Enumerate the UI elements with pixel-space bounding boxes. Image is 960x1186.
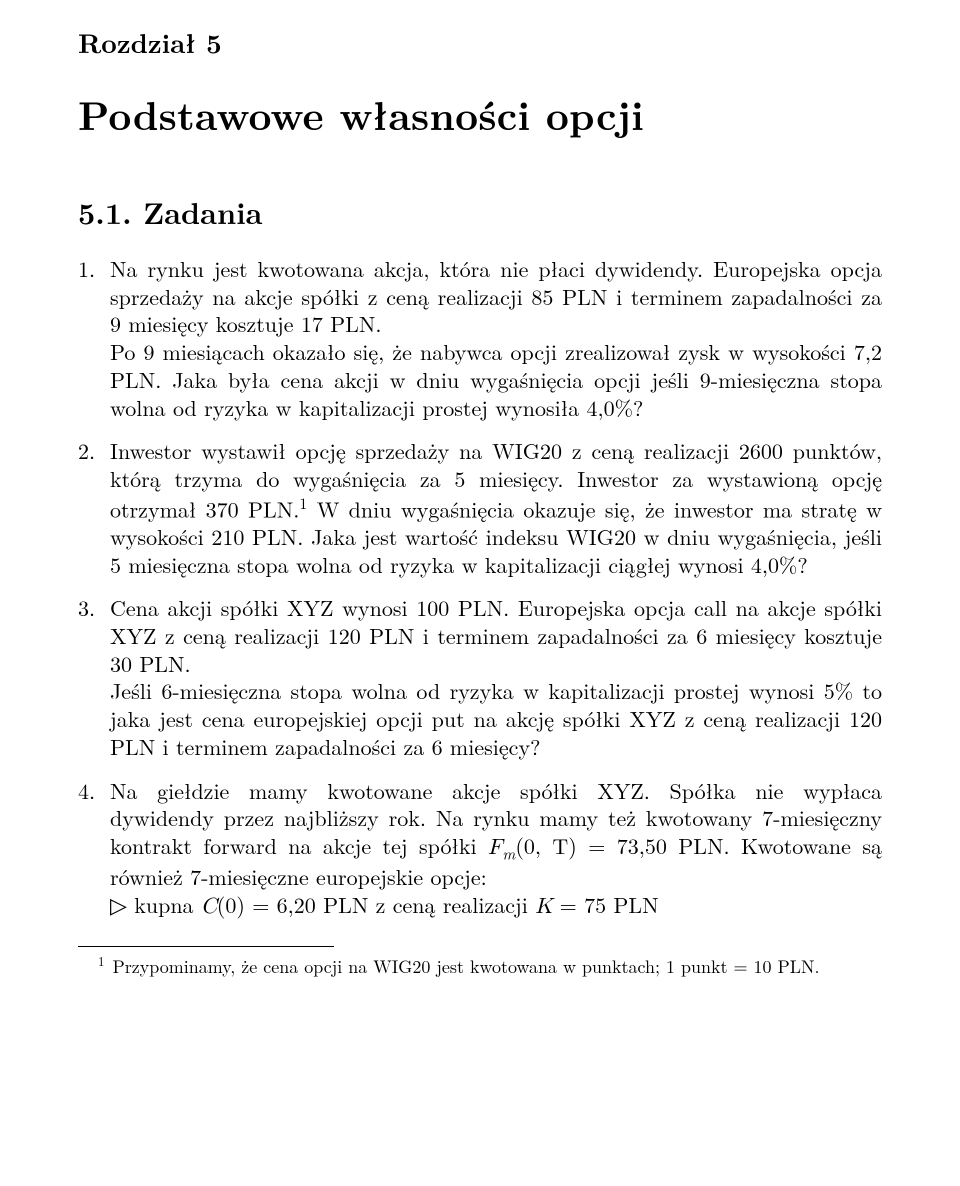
chapter-label: Rozdział 5 (78, 22, 882, 61)
chapter-title: Podstawowe własności opcji (78, 85, 882, 142)
math-symbol: K (535, 896, 552, 918)
footnote-separator (78, 946, 334, 947)
math-args: (0, T) = 73,50 PLN (515, 830, 723, 861)
math-subscript: m (502, 841, 515, 864)
math-symbol: F (488, 837, 502, 859)
section-name: Zadania (143, 190, 262, 233)
footnote: 1 Przypominamy, że cena opcji na WIG20 j… (78, 953, 882, 978)
exercise-item: Na giełdzie mamy kwotowane akcje spółki … (78, 777, 882, 922)
exercise-item: Na rynku jest kwotowana akcja, która nie… (78, 255, 882, 421)
math-value: = 75 PLN (552, 889, 658, 920)
page: Rozdział 5 Podstawowe własności opcji 5.… (0, 0, 960, 1186)
section-title: 5.1. Zadania (78, 190, 882, 233)
exercise-text: kupna (127, 889, 201, 920)
exercise-text: Po 9 miesiącach okazało się, że nabywca … (110, 336, 882, 422)
footnote-text: Przypominamy, że cena opcji na WIG20 jes… (106, 954, 819, 979)
bullet-icon: ▷ (110, 894, 127, 919)
exercise-text: Jeśli 6-miesięczna stopa wolna od ryzyka… (110, 675, 882, 761)
math-args: (0) = 6,20 PLN z ceną realizacji (217, 889, 535, 920)
exercise-text: Cena akcji spółki XYZ wynosi 100 PLN. Eu… (110, 592, 882, 678)
math-symbol: C (201, 896, 217, 918)
exercise-list: Na rynku jest kwotowana akcja, która nie… (78, 255, 882, 922)
footnote-mark: 1 (98, 951, 104, 970)
section-number: 5.1. (78, 190, 132, 233)
exercise-text: Na rynku jest kwotowana akcja, która nie… (110, 253, 882, 339)
exercise-item: Cena akcji spółki XYZ wynosi 100 PLN. Eu… (78, 594, 882, 760)
exercise-item: Inwestor wystawił opcję sprzedaży na WIG… (78, 437, 882, 578)
